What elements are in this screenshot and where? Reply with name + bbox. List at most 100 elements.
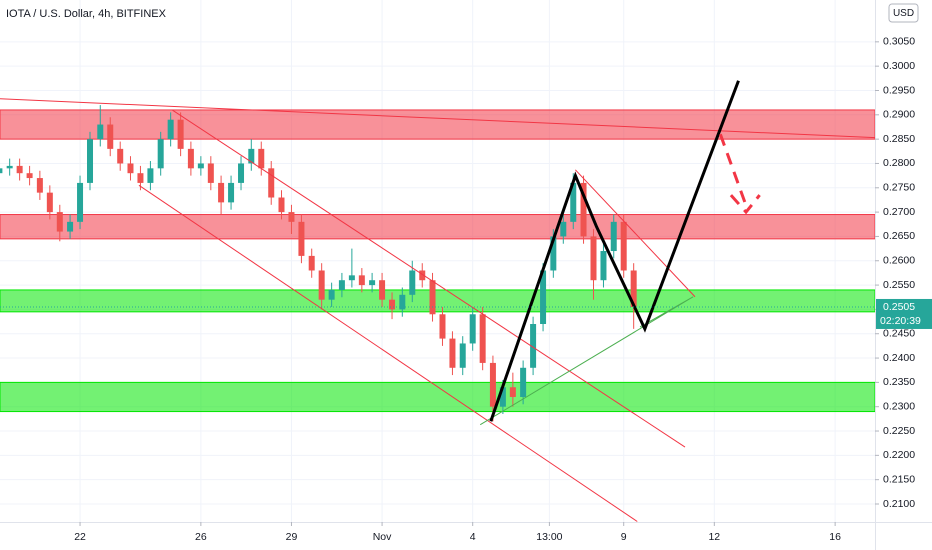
candle-body [147, 168, 154, 183]
candle-body [308, 255, 315, 271]
x-tick-label: 4 [470, 531, 476, 543]
x-tick-label: 12 [708, 531, 720, 543]
candle-body [288, 212, 295, 222]
drawings [0, 80, 875, 522]
candle-body [610, 221, 617, 252]
candle-body [77, 182, 84, 222]
candle-body [499, 387, 506, 407]
candle-body [419, 270, 426, 281]
candle-body [26, 173, 33, 179]
y-tick-label: 0.3000 [883, 60, 915, 72]
candle-body [389, 299, 396, 310]
candle-body [238, 163, 245, 183]
candle-body [530, 324, 537, 368]
y-tick-label: 0.2550 [883, 279, 915, 291]
zones [0, 109, 875, 413]
zone [0, 109, 875, 140]
y-tick-label: 0.2150 [883, 473, 915, 485]
x-tick-label: 26 [195, 531, 207, 543]
candle-body [187, 148, 194, 169]
y-tick-label: 0.2250 [883, 425, 915, 437]
y-tick-label: 0.2950 [883, 84, 915, 96]
candle-body [97, 124, 104, 140]
candle-body [489, 362, 496, 407]
candle-body [560, 221, 567, 237]
candle-body [46, 192, 53, 213]
candle-body [207, 163, 214, 183]
candle-body [620, 221, 627, 271]
x-tick-label: 29 [286, 531, 298, 543]
candle-body [258, 148, 265, 169]
candles [0, 105, 637, 422]
zone [0, 214, 875, 240]
zone [0, 289, 875, 313]
currency-label[interactable]: USD [893, 8, 914, 19]
candle-body [509, 387, 516, 397]
y-tick-label: 0.2350 [883, 376, 915, 388]
candle-body [0, 168, 3, 174]
y-tick-label: 0.2300 [883, 400, 915, 412]
candle-body [459, 343, 466, 368]
candle-body [318, 270, 325, 300]
candle-body [87, 139, 94, 183]
candle-body [580, 182, 587, 237]
trend-line [489, 80, 740, 422]
trend-line [171, 109, 686, 448]
candle-body [328, 289, 335, 300]
x-tick-label: 16 [829, 531, 841, 543]
y-tick-label: 0.2650 [883, 230, 915, 242]
candle-body [550, 236, 557, 271]
candle-body [429, 280, 436, 315]
candle-body [399, 294, 406, 310]
candle-body [127, 163, 134, 174]
candle-body [520, 367, 527, 397]
candle-body [358, 275, 365, 286]
candle-body [278, 197, 285, 213]
y-tick-label: 0.2800 [883, 157, 915, 169]
candle-body [16, 165, 23, 174]
candle-body [67, 221, 74, 232]
countdown-label: 02:20:39 [880, 315, 921, 327]
candle-body [338, 280, 345, 290]
candle-body [590, 236, 597, 281]
y-tick-label: 0.2400 [883, 352, 915, 364]
chart-title: IOTA / U.S. Dollar, 4h, BITFINEX [6, 8, 167, 20]
axes: 0.2100 0.2150 0.2200 0.2250 0.2300 0.2350 0.24… [74, 36, 932, 543]
candle-body [56, 212, 63, 232]
candle-body [570, 182, 577, 222]
candle-body [36, 178, 43, 193]
candle-body [218, 182, 225, 203]
y-tick-label: 0.2700 [883, 206, 915, 218]
candle-body [630, 270, 637, 307]
candle-body [469, 314, 476, 344]
x-tick-label: 9 [621, 531, 627, 543]
candle-body [439, 314, 446, 339]
candle-body [348, 275, 355, 281]
trend-line [138, 184, 638, 522]
candle-body [409, 270, 416, 295]
candle-body [298, 221, 305, 256]
trend-line [718, 133, 749, 211]
y-tick-label: 0.2750 [883, 182, 915, 194]
x-tick-label: Nov [373, 531, 392, 543]
y-tick-label: 0.2900 [883, 109, 915, 121]
candle-body [228, 182, 235, 203]
candle-body [167, 119, 174, 140]
y-tick-label: 0.2100 [883, 498, 915, 510]
y-tick-label: 0.2200 [883, 449, 915, 461]
candle-body [369, 280, 376, 286]
candle-body [137, 173, 144, 183]
x-tick-label: 13:00 [536, 531, 562, 543]
last-price-label: 0.2505 [883, 301, 915, 313]
x-tick-label: 22 [74, 531, 86, 543]
candle-body [157, 139, 164, 169]
candle-body [107, 124, 114, 149]
last-price-box [876, 298, 932, 329]
candle-body [6, 165, 13, 169]
trend-line [575, 169, 696, 298]
y-tick-label: 0.2600 [883, 255, 915, 267]
currency-button[interactable] [888, 3, 919, 23]
candle-body [540, 270, 547, 324]
